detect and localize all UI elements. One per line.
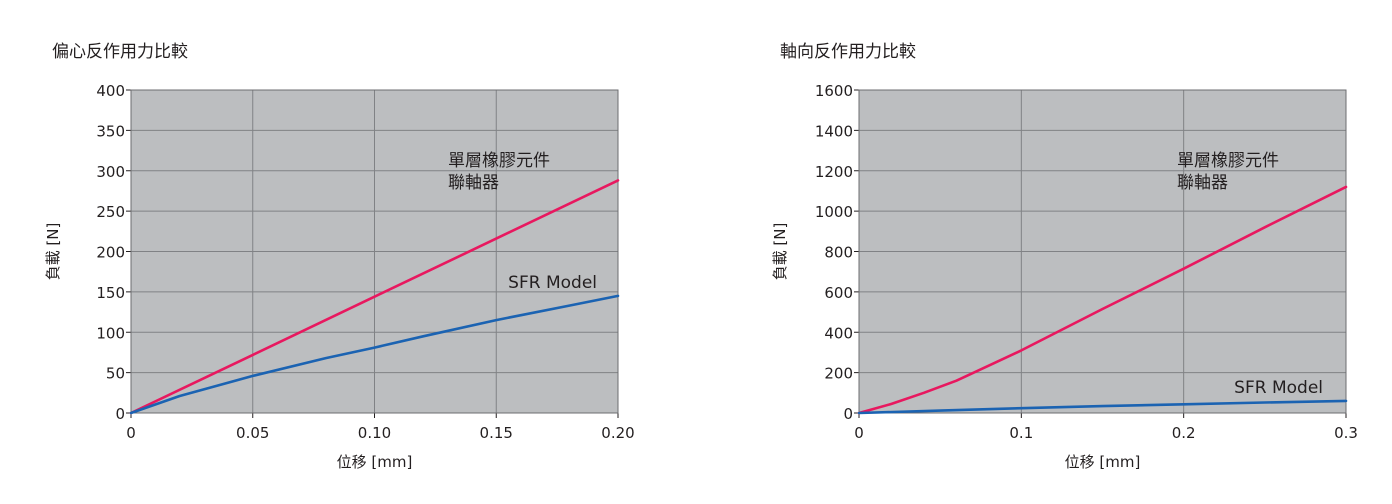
chart1-ytick-label: 50 [106,365,125,383]
chart1-ytick-label: 250 [96,203,125,221]
chart1-ytick-label: 100 [96,324,125,342]
chart1-x-axis-label: 位移 [mm] [337,453,413,471]
chart1-series-line-sfr-model [129,294,620,415]
chart1-plot-frame [130,89,619,414]
chart2-ytick-label: 800 [824,244,853,262]
chart2: 軸向反作用力比較 0 200 400 600 800 1000 1200 1400 1600 0 0.… [771,42,1358,471]
chart2-ytick-label: 1400 [815,122,853,140]
chart1-series-line-rubber-coupling [129,179,620,415]
chart1: 偏心反作用力比較 0 50 100 150 200 250 300 350 400 0 0.05 0.1… [44,42,635,471]
chart1-ytick-label: 350 [96,122,125,140]
chart2-x-axis-label: 位移 [mm] [1065,453,1141,471]
chart2-ytick-label: 400 [824,324,853,342]
chart2-ytick-label: 600 [824,284,853,302]
chart2-ytick-label: 200 [824,365,853,383]
chart1-xtick-label: 0.05 [236,424,269,442]
chart1-ytick-label: 150 [96,284,125,302]
chart1-xtick-label: 0.10 [358,424,391,442]
chart1-ytick-label: 300 [96,163,125,181]
chart2-series-label-sfr-model: SFR Model [1234,378,1323,398]
chart2-plot-frame [858,89,1347,414]
chart1-ytick-label: 400 [96,82,125,100]
chart1-ytick-label: 0 [115,405,125,423]
chart1-xtick-label: 0 [126,424,136,442]
chart2-series-line-rubber-coupling [857,185,1348,415]
chart2-ytick-label: 1600 [815,82,853,100]
chart2-series-label-rubber-coupling: 單層橡膠元件聯軸器 [1177,151,1279,193]
chart1-xtick-label: 0.20 [601,424,634,442]
chart2-xtick-label: 0 [854,424,864,442]
chart2-y-axis-label: 負載 [N] [771,223,789,281]
chart2-ytick-label: 1200 [815,163,853,181]
chart2-xtick-label: 0.1 [1009,424,1033,442]
chart1-series-label-sfr-model: SFR Model [508,273,597,293]
chart1-ytick-label: 200 [96,244,125,262]
chart1-y-axis-label: 負載 [N] [44,223,62,281]
chart2-title: 軸向反作用力比較 [780,42,916,62]
chart1-series-label-rubber-coupling: 單層橡膠元件聯軸器 [448,151,550,193]
chart1-title: 偏心反作用力比較 [52,42,188,62]
chart2-xtick-label: 0.3 [1334,424,1358,442]
chart2-series-line-sfr-model [857,399,1348,415]
chart1-xtick-label: 0.15 [480,424,513,442]
chart2-xtick-label: 0.2 [1172,424,1196,442]
chart2-ytick-label: 1000 [815,203,853,221]
chart2-ytick-label: 0 [843,405,853,423]
